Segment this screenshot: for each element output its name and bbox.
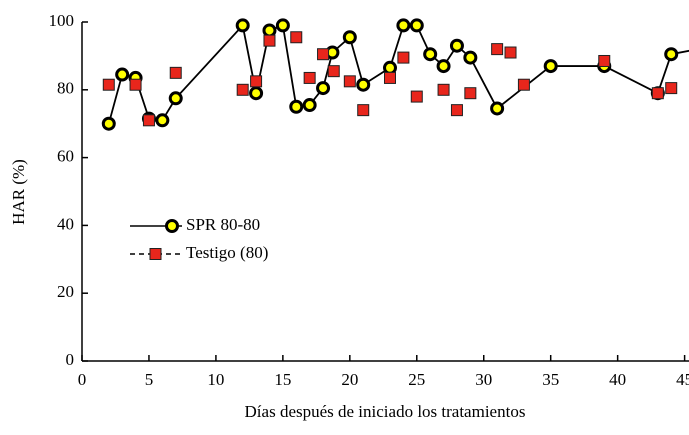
x-tick-label: 10 (207, 370, 224, 389)
legend-label: Testigo (80) (186, 243, 268, 262)
x-tick-label: 0 (78, 370, 87, 389)
x-tick-label: 45 (676, 370, 689, 389)
y-tick-label: 60 (57, 147, 74, 166)
data-point (410, 90, 423, 103)
data-point (450, 104, 463, 117)
legend-marker (149, 248, 162, 260)
data-point (543, 59, 558, 74)
data-point (115, 67, 130, 82)
data-point (101, 116, 116, 131)
x-tick-label: 40 (609, 370, 626, 389)
data-point (423, 47, 438, 62)
series-line (107, 23, 689, 124)
data-point (504, 46, 517, 59)
data-point (383, 60, 397, 75)
data-point (263, 34, 276, 47)
data-point (155, 113, 170, 128)
data-point (317, 48, 330, 61)
data-point (129, 78, 142, 91)
data-point (316, 81, 331, 96)
y-axis-label: HAR (%) (9, 159, 28, 225)
data-point (236, 83, 249, 96)
data-point (102, 78, 115, 91)
y-tick-label: 100 (49, 11, 75, 30)
data-point (327, 65, 340, 78)
data-point (517, 78, 530, 91)
data-point (275, 18, 290, 33)
data-point (437, 83, 450, 96)
y-tick-label: 80 (57, 79, 74, 98)
data-point (290, 31, 303, 44)
data-point (262, 23, 277, 38)
data-point (342, 30, 357, 45)
data-point (449, 38, 464, 53)
data-point (169, 66, 182, 79)
data-point (249, 86, 264, 101)
y-tick-label: 40 (57, 214, 74, 233)
legend-label: SPR 80-80 (186, 215, 260, 234)
legend-marker (165, 219, 179, 233)
x-tick-label: 25 (408, 370, 425, 389)
data-point (598, 54, 611, 67)
data-point (464, 87, 477, 100)
x-tick-label: 5 (145, 370, 154, 389)
x-tick-label: 30 (475, 370, 492, 389)
data-point (463, 50, 478, 65)
data-point (491, 43, 504, 56)
data-point (651, 87, 664, 100)
data-point (436, 59, 451, 74)
data-point (664, 47, 679, 62)
x-axis-label: Días después de iniciado los tratamiento… (245, 402, 526, 421)
data-point (250, 75, 263, 88)
data-point (289, 99, 304, 114)
data-point (357, 104, 370, 117)
data-point (397, 51, 410, 64)
y-tick-label: 20 (57, 282, 74, 301)
data-point (303, 71, 316, 84)
data-point (142, 114, 155, 127)
data-point (384, 71, 396, 84)
data-point (665, 82, 678, 95)
data-point (409, 18, 424, 33)
data-point (396, 18, 411, 33)
y-tick-label: 0 (66, 350, 75, 369)
x-tick-label: 15 (274, 370, 291, 389)
data-point (343, 75, 356, 88)
data-point (356, 77, 371, 92)
data-point (168, 91, 183, 106)
x-tick-label: 35 (542, 370, 559, 389)
data-point (302, 98, 317, 113)
data-point (235, 18, 250, 33)
data-point (490, 101, 505, 116)
x-tick-label: 20 (341, 370, 358, 389)
